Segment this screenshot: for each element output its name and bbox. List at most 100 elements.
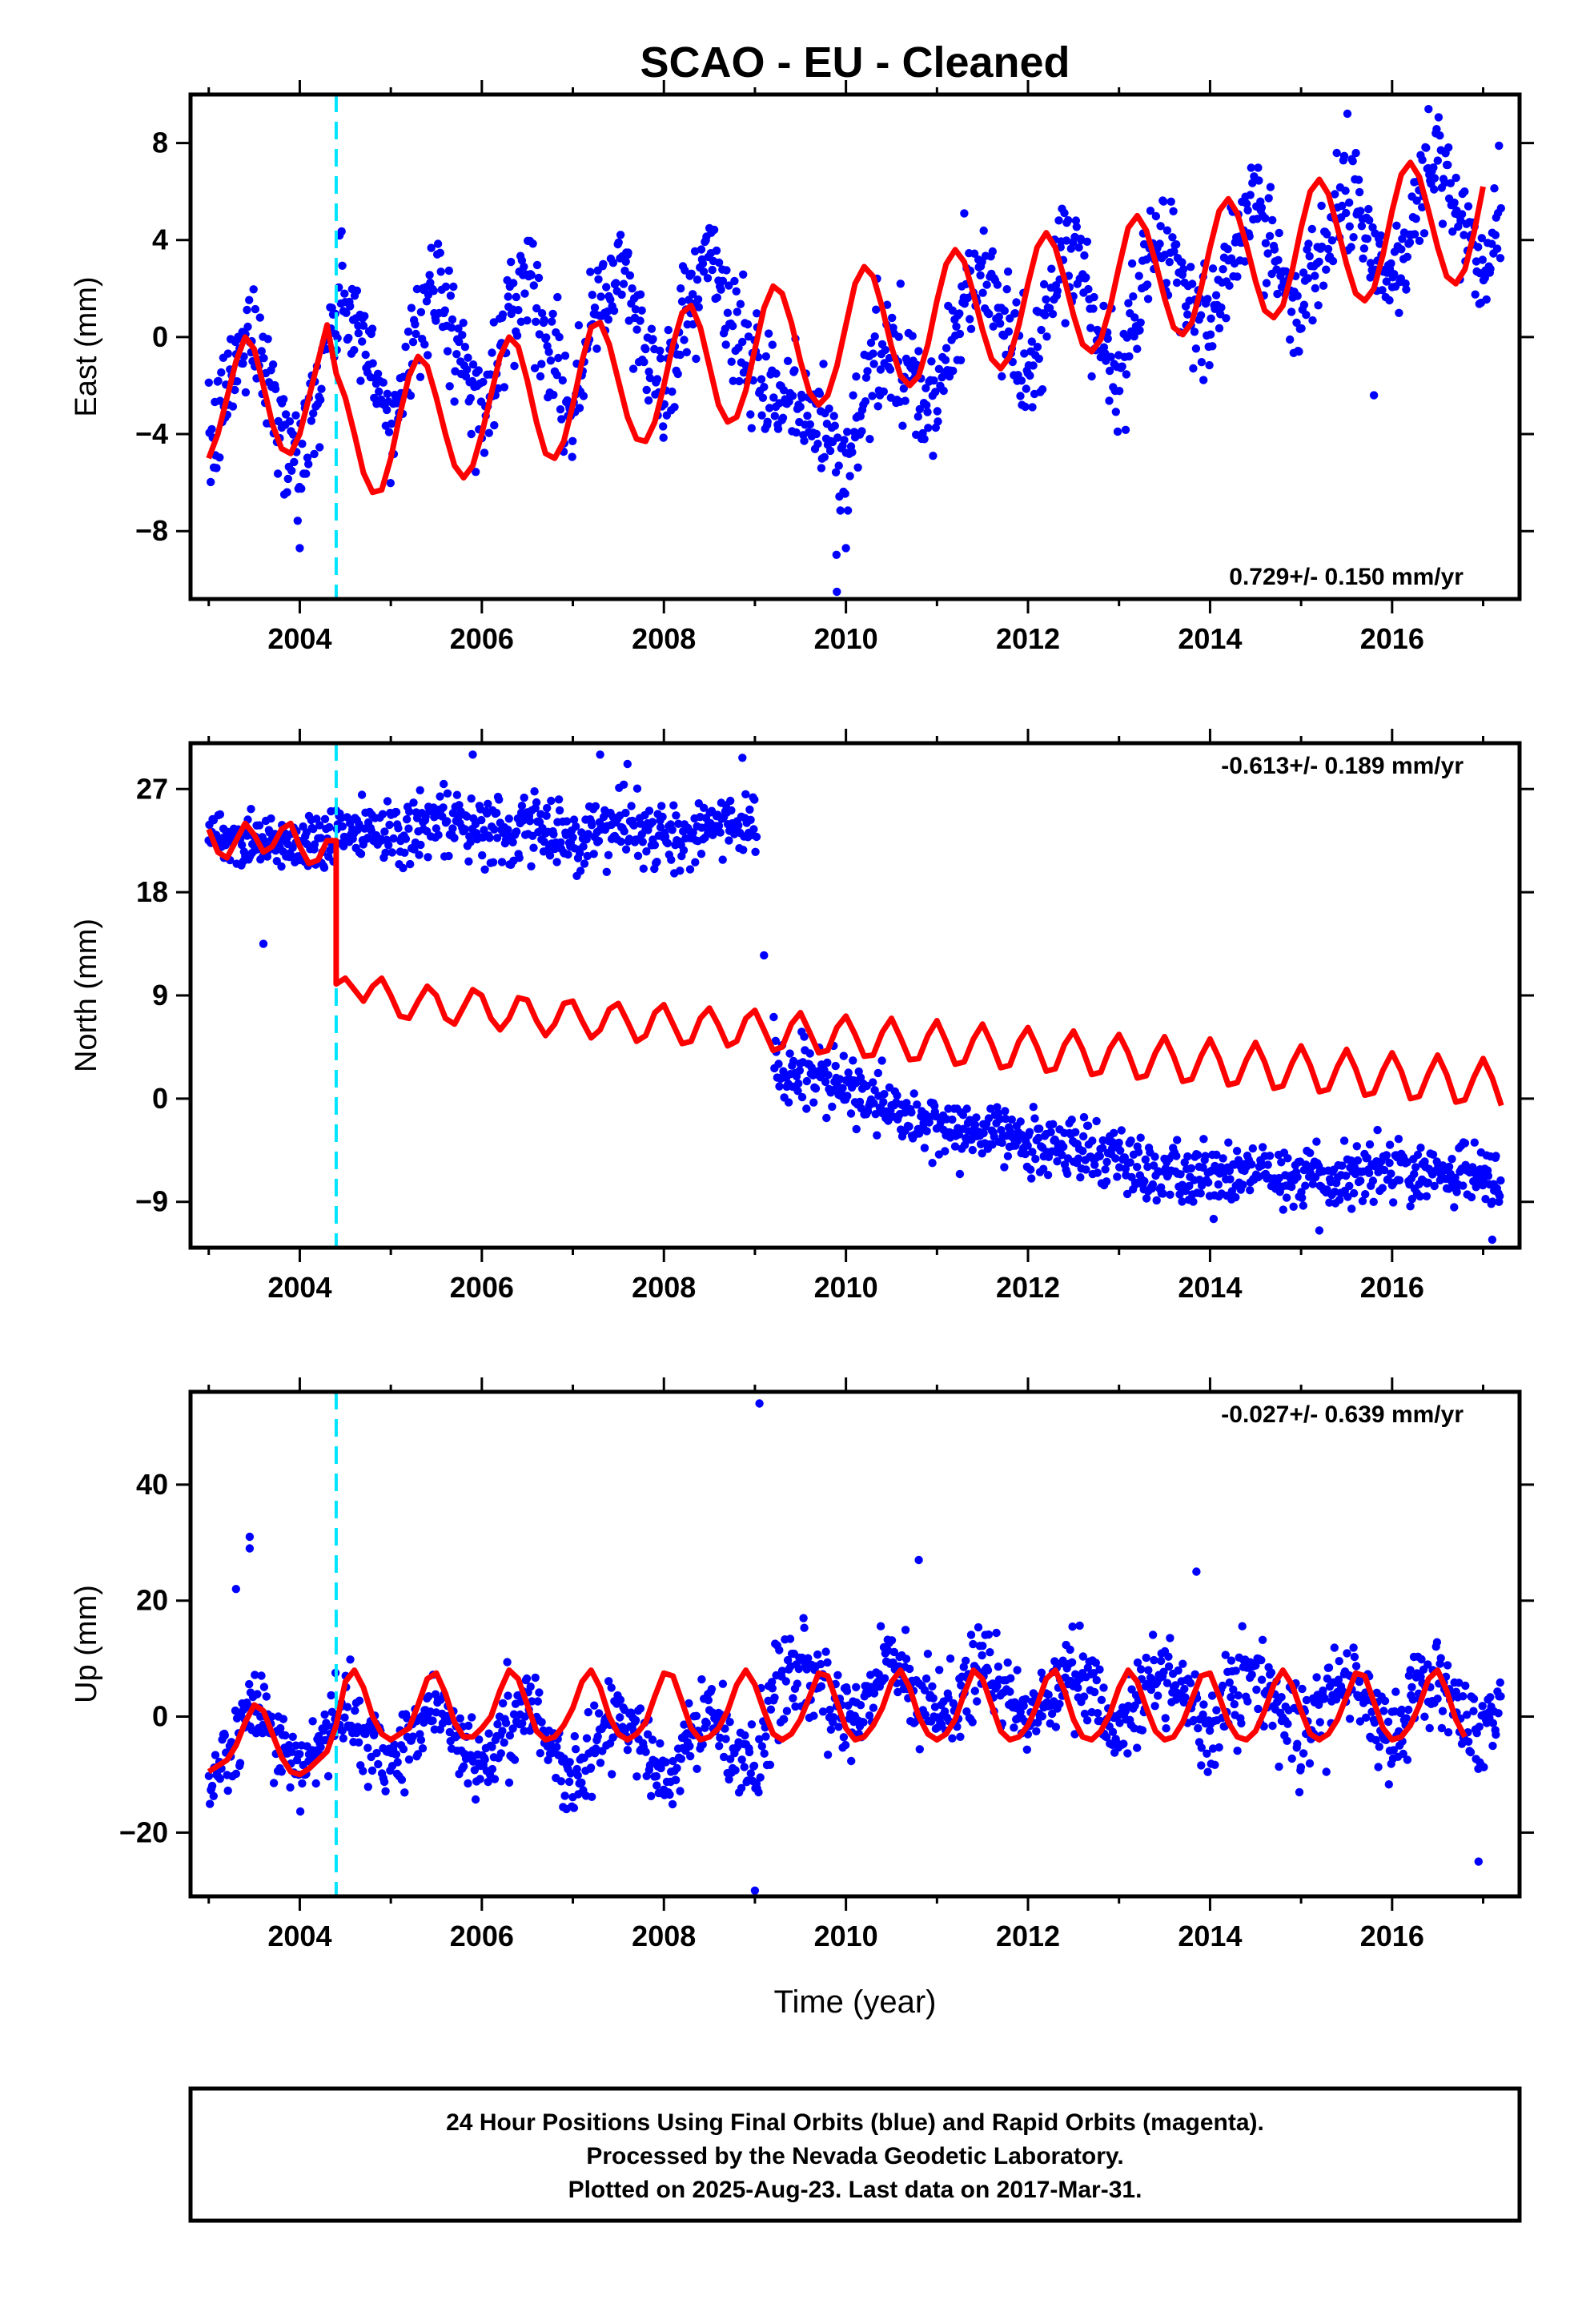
data-point — [350, 346, 359, 355]
data-point — [475, 1735, 484, 1744]
data-point — [1289, 1202, 1298, 1212]
data-point — [1161, 1714, 1170, 1723]
data-point — [973, 1697, 982, 1706]
data-point — [590, 304, 600, 312]
data-point — [1275, 228, 1283, 238]
data-point — [855, 1097, 865, 1107]
data-point — [1133, 344, 1142, 353]
data-point — [1164, 1652, 1173, 1661]
outlier-point — [1488, 1235, 1497, 1244]
data-point — [231, 1769, 241, 1779]
data-point — [1405, 238, 1415, 247]
data-point — [1496, 1192, 1504, 1200]
data-point — [599, 259, 608, 268]
data-point — [1261, 214, 1270, 223]
data-point — [1136, 1665, 1146, 1674]
x-tick-label: 2012 — [996, 1920, 1060, 1952]
data-point — [674, 819, 683, 828]
data-point — [556, 405, 565, 414]
data-point — [1296, 1763, 1306, 1771]
data-point — [717, 285, 725, 294]
data-point — [747, 1720, 757, 1729]
data-point — [718, 1679, 728, 1688]
data-point — [399, 863, 408, 873]
data-point — [281, 410, 291, 419]
data-point — [560, 1791, 569, 1800]
data-point — [314, 1731, 323, 1741]
data-point — [1379, 1165, 1389, 1175]
data-point — [570, 1731, 579, 1741]
data-point — [1460, 1139, 1470, 1148]
data-point — [407, 304, 416, 312]
data-point — [1422, 1192, 1431, 1201]
data-point — [1448, 227, 1457, 236]
data-point — [1246, 1186, 1255, 1195]
data-point — [898, 421, 907, 430]
data-point — [1186, 1679, 1195, 1687]
data-point — [293, 517, 302, 525]
data-point — [381, 1787, 390, 1795]
data-point — [805, 420, 814, 429]
data-point — [1136, 1133, 1145, 1142]
data-point — [1376, 231, 1386, 240]
data-point — [739, 368, 749, 377]
data-point — [1353, 1156, 1363, 1165]
data-point — [526, 1683, 535, 1691]
data-point — [794, 1079, 803, 1088]
data-point — [518, 1719, 527, 1728]
data-point — [698, 259, 708, 268]
data-point — [533, 1697, 542, 1706]
data-point — [1387, 259, 1395, 268]
data-point — [849, 391, 857, 400]
data-point — [721, 1724, 729, 1733]
data-point — [404, 328, 413, 336]
data-point — [766, 1705, 776, 1714]
data-point — [650, 841, 660, 850]
model-curve — [207, 1667, 1468, 1778]
data-point — [825, 1705, 834, 1715]
data-point — [880, 1090, 889, 1099]
data-point — [741, 1731, 749, 1740]
data-point — [492, 834, 502, 842]
y-tick-label: −4 — [135, 417, 168, 450]
data-point — [901, 396, 909, 405]
data-point — [1197, 1761, 1206, 1770]
data-point — [993, 1103, 1002, 1112]
data-point — [498, 310, 508, 319]
data-point — [1482, 295, 1491, 304]
data-point — [928, 1682, 937, 1691]
data-point — [547, 796, 556, 806]
data-point — [1093, 1709, 1102, 1718]
data-point — [902, 1099, 911, 1108]
data-point — [1274, 255, 1283, 264]
data-point — [1323, 1674, 1332, 1683]
data-point — [1419, 229, 1429, 238]
data-point — [346, 1655, 355, 1664]
data-point — [942, 344, 951, 352]
data-point — [652, 1781, 661, 1790]
data-point — [285, 417, 295, 426]
data-point — [799, 1614, 808, 1622]
data-point — [212, 464, 221, 472]
data-point — [1287, 308, 1296, 316]
data-point — [1282, 1193, 1291, 1202]
data-point — [1247, 1160, 1256, 1169]
data-point — [384, 841, 393, 850]
data-point — [621, 845, 631, 854]
data-point — [1411, 1163, 1420, 1172]
data-point — [920, 1144, 930, 1152]
data-point — [1355, 187, 1364, 197]
data-point — [639, 864, 648, 873]
data-point — [596, 292, 605, 301]
data-point — [831, 468, 841, 476]
data-point — [1204, 1178, 1213, 1187]
data-point — [1172, 278, 1182, 287]
data-point — [245, 296, 254, 304]
data-point — [795, 1066, 805, 1075]
data-point — [647, 1791, 656, 1800]
data-point — [1067, 1658, 1077, 1667]
data-point — [1076, 1173, 1085, 1182]
x-tick-label: 2006 — [450, 1920, 514, 1952]
data-point — [418, 1744, 428, 1753]
data-point — [1234, 1691, 1243, 1700]
